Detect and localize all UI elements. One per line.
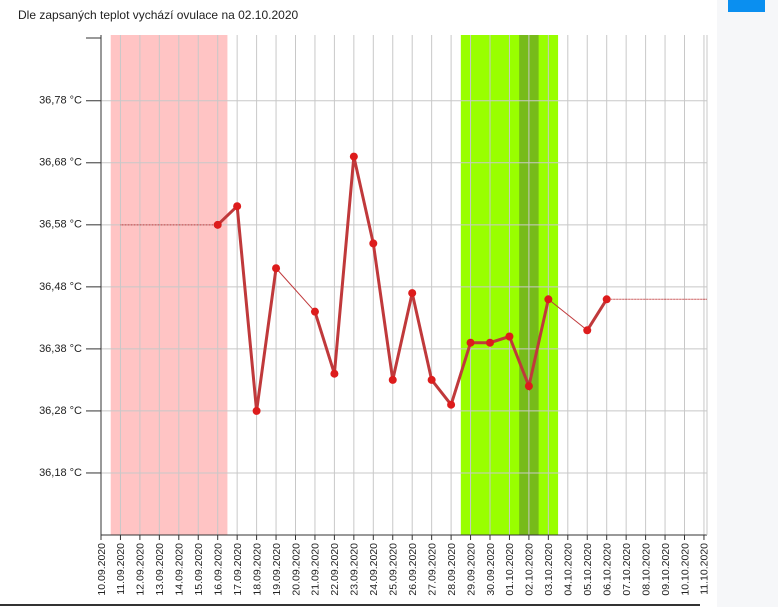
x-tick-label: 04.10.2020 [563,543,575,596]
data-point [310,307,319,316]
x-tick-label: 20.09.2020 [290,543,302,596]
y-tick-label: 36,28 °C [39,405,82,417]
data-point [349,152,358,161]
x-tick-label: 18.09.2020 [251,543,263,596]
gap-connector [275,267,316,313]
x-tick-label: 30.09.2020 [485,543,497,596]
data-point [466,338,475,347]
y-tick-label: 36,18 °C [39,467,82,479]
x-tick-label: 17.09.2020 [232,543,244,596]
x-tick-label: 13.09.2020 [154,543,166,596]
data-point [213,220,222,229]
x-tick-label: 16.09.2020 [212,543,224,596]
x-tick-label: 23.09.2020 [349,543,361,596]
side-panel [717,0,778,607]
x-tick-label: 10.10.2020 [679,543,691,596]
x-tick-label: 11.09.2020 [115,543,127,595]
x-tick-label: 27.09.2020 [426,543,438,596]
x-tick-label: 22.09.2020 [329,543,341,596]
x-tick-label: 10.09.2020 [96,543,108,596]
x-tick-label: 07.10.2020 [621,543,633,596]
x-tick-label: 25.09.2020 [388,543,400,596]
data-point [427,375,436,384]
x-tick-label: 24.09.2020 [368,543,380,596]
chart-title: Dle zapsaných teplot vychází ovulace na … [18,8,299,22]
x-tick-label: 08.10.2020 [640,543,652,596]
x-tick-label: 14.09.2020 [174,543,186,596]
x-tick-label: 26.09.2020 [407,543,419,596]
y-tick-label: 36,38 °C [39,343,82,355]
y-tick-label: 36,48 °C [39,281,82,293]
data-point [486,338,494,347]
data-point [369,239,378,248]
phase-band [110,35,228,535]
x-tick-label: 03.10.2020 [543,543,555,596]
x-tick-label: 06.10.2020 [601,543,613,596]
x-tick-label: 05.10.2020 [582,543,594,596]
x-tick-label: 19.09.2020 [271,543,283,596]
x-tick-label: 29.09.2020 [465,543,477,596]
data-point [544,295,553,304]
y-tick-label: 36,58 °C [39,219,82,231]
x-tick-label: 01.10.2020 [504,543,516,596]
data-point [272,264,281,273]
x-tick-label: 28.09.2020 [446,543,458,596]
data-point [408,289,417,298]
data-point [602,295,611,304]
x-tick-label: 15.09.2020 [193,543,205,596]
gap-connector [548,298,588,331]
side-button[interactable] [728,0,765,12]
data-point [583,326,592,335]
data-point [252,406,261,415]
x-tick-label: 02.10.2020 [524,543,536,596]
data-point [524,382,533,391]
y-tick-label: 36,78 °C [39,95,82,107]
y-tick-label: 36,68 °C [39,157,82,169]
data-point [330,369,339,378]
data-point [447,400,456,409]
x-tick-label: 21.09.2020 [310,543,322,596]
x-tick-label: 09.10.2020 [660,543,672,596]
data-point [505,332,514,341]
x-tick-label: 11.10.2020 [699,543,711,595]
data-point [388,375,397,384]
x-tick-label: 12.09.2020 [135,543,147,596]
data-point [233,202,242,211]
